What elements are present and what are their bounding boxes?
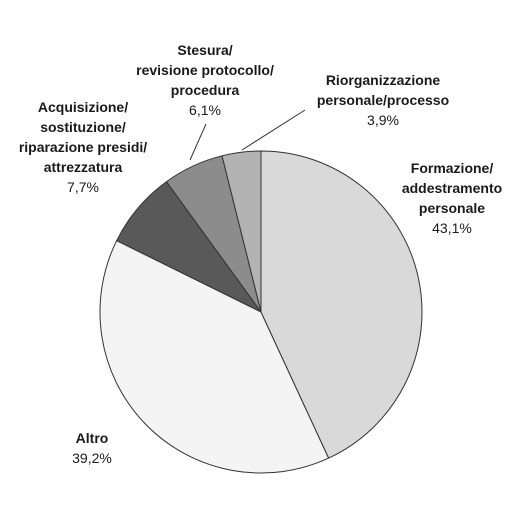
- slice-label: Formazione/ addestramento personale 43,1%: [352, 158, 531, 238]
- pie-slice: [260, 150, 423, 459]
- value-label: 7,7%: [67, 179, 99, 195]
- category-label: Riorganizzazione personale/processo: [316, 72, 450, 108]
- category-label: Formazione/ addestramento personale: [401, 160, 503, 216]
- value-label: 43,1%: [432, 220, 472, 236]
- leader-line: [189, 123, 207, 161]
- slice-label: Stesura/ revisione protocollo/ procedura…: [105, 40, 305, 120]
- slice-label: Altro 39,2%: [0, 428, 192, 468]
- category-label: Acquisizione/ sostituzione/ riparazione …: [18, 99, 148, 175]
- value-label: 6,1%: [189, 102, 221, 118]
- leader-line: [241, 109, 306, 151]
- pie-slice: [99, 240, 330, 474]
- value-label: 39,2%: [72, 450, 112, 466]
- value-label: 3,9%: [367, 112, 399, 128]
- category-label: Altro: [75, 430, 109, 446]
- slice-label: Acquisizione/ sostituzione/ riparazione …: [0, 97, 183, 197]
- slice-label: Riorganizzazione personale/processo 3,9%: [283, 70, 483, 130]
- category-label: Stesura/ revisione protocollo/ procedura: [136, 42, 274, 98]
